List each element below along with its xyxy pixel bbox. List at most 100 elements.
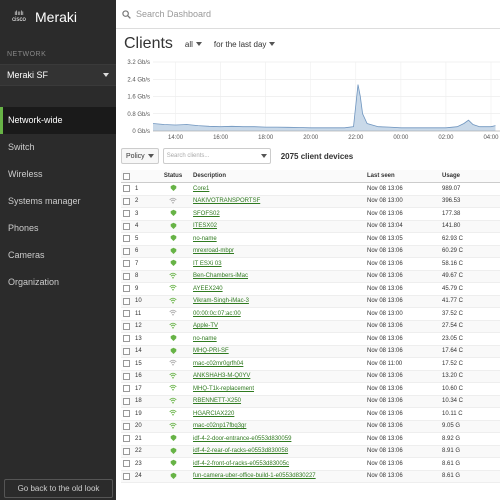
client-description-link[interactable]: idf-4-2-rear-of-racks-e0553d830058 (193, 448, 289, 455)
row-checkbox[interactable] (122, 235, 130, 243)
description-header[interactable]: Description (193, 173, 227, 179)
sidebar-item-organization[interactable]: Organization (8, 277, 60, 287)
client-description-link[interactable]: Core1 (193, 185, 210, 192)
table-row[interactable]: 20 mac-c02np17fbq3gr Nov 08 13:06 9.05 G (121, 420, 500, 433)
row-checkbox[interactable] (122, 197, 130, 205)
table-row[interactable]: 6 mrexroad-mbpr Nov 08 13:06 60.29 C (121, 245, 500, 258)
x-tick-label: 18:00 (258, 135, 274, 141)
row-checkbox[interactable] (122, 272, 130, 280)
table-row[interactable]: 4 ITESX02 Nov 08 13:04 141.80 (121, 220, 500, 233)
client-description-link[interactable]: Vikram-Singh-iMac-3 (193, 298, 249, 305)
client-description-link[interactable]: mac-c02mr0grfh04 (193, 360, 244, 367)
time-range-dropdown[interactable]: for the last day (214, 40, 276, 49)
dashboard-search-bar[interactable]: Search Dashboard (116, 0, 500, 29)
client-description-link[interactable]: HGARCIAX220 (193, 410, 235, 417)
table-row[interactable]: 24 fun-camera-uber-office-build-1-e0553d8… (121, 470, 500, 483)
client-description-link[interactable]: NAKIVOTRANSPORTSF (193, 198, 261, 205)
row-checkbox[interactable] (122, 185, 130, 193)
row-checkbox[interactable] (122, 310, 130, 318)
usage-value: 10.34 C (442, 398, 464, 405)
search-clients-placeholder: Search clients... (166, 153, 210, 159)
table-row[interactable]: 15 mac-c02mr0grfh04 Nov 08 11:00 17.52 C (121, 358, 500, 371)
client-description-link[interactable]: mrexroad-mbpr (193, 248, 235, 255)
brand-logo[interactable]: ılıılı cisco Meraki (0, 0, 116, 34)
status-header[interactable]: Status (163, 173, 183, 179)
row-checkbox[interactable] (122, 285, 130, 293)
client-description-link[interactable]: no-name (193, 335, 217, 342)
last-seen-header[interactable]: Last seen (367, 173, 395, 179)
table-row[interactable]: 10 Vikram-Singh-iMac-3 Nov 08 13:06 41.77 C (121, 295, 500, 308)
table-row[interactable]: 11 00:00:0c:07:ac:00 Nov 08 13:00 37.52 C (121, 308, 500, 321)
table-row[interactable]: 22 idf-4-2-rear-of-racks-e0553d830058 Nov … (121, 445, 500, 458)
table-row[interactable]: 1 Core1 Nov 08 13:06 989.07 (121, 183, 500, 196)
table-row[interactable]: 14 MHQ-PRI-SF Nov 08 13:06 17.64 C (121, 345, 500, 358)
client-description-link[interactable]: IT ESXi 03 (193, 260, 222, 267)
table-row[interactable]: 2 NAKIVOTRANSPORTSF Nov 08 13:00 396.53 (121, 195, 500, 208)
table-row[interactable]: 5 no-name Nov 08 13:05 62.93 C (121, 233, 500, 246)
client-description-link[interactable]: Apple-TV (193, 323, 219, 330)
table-row[interactable]: 8 Ben-Chambers-iMac Nov 08 13:06 49.67 C (121, 270, 500, 283)
last-seen-value: Nov 08 13:06 (367, 185, 403, 192)
search-input[interactable]: Search Dashboard (136, 9, 212, 19)
row-checkbox[interactable] (122, 222, 130, 230)
table-row[interactable]: 18 RBENNETT-X250 Nov 08 13:06 10.34 C (121, 395, 500, 408)
y-tick-label: 1.6 Gb/s (127, 95, 150, 101)
table-row[interactable]: 3 SFOFS02 Nov 08 13:06 177.38 (121, 208, 500, 221)
sidebar-item-systems-manager[interactable]: Systems manager (8, 196, 81, 206)
sidebar-item-cameras[interactable]: Cameras (8, 250, 45, 260)
row-checkbox[interactable] (122, 385, 130, 393)
table-row[interactable]: 9 AYEEX240 Nov 08 13:06 45.79 C (121, 283, 500, 296)
client-description-link[interactable]: fun-camera-uber-office-build-1-e0553d830… (193, 473, 316, 480)
row-checkbox[interactable] (122, 397, 130, 405)
row-checkbox[interactable] (122, 322, 130, 330)
select-all-checkbox[interactable] (122, 172, 130, 180)
table-row[interactable]: 16 ANKSHAH3-M-Q0YV Nov 08 13:06 13.20 C (121, 370, 500, 383)
sidebar-item-switch[interactable]: Switch (8, 142, 35, 152)
client-description-link[interactable]: RBENNETT-X250 (193, 398, 242, 405)
row-checkbox[interactable] (122, 335, 130, 343)
sidebar-item-phones[interactable]: Phones (8, 223, 39, 233)
client-description-link[interactable]: AYEEX240 (193, 285, 223, 292)
client-description-link[interactable]: SFOFS02 (193, 210, 220, 217)
row-checkbox[interactable] (122, 260, 130, 268)
client-description-link[interactable]: 00:00:0c:07:ac:00 (193, 310, 241, 317)
row-checkbox[interactable] (122, 435, 130, 443)
table-row[interactable]: 21 idf-4-2-door-entrance-e0553d830059 Nov … (121, 433, 500, 446)
table-row[interactable]: 23 idf-4-2-front-of-racks-e0553d83005c Nov… (121, 458, 500, 471)
client-description-link[interactable]: MHQ-PRI-SF (193, 348, 229, 355)
table-row[interactable]: 7 IT ESXi 03 Nov 08 13:06 58.16 C (121, 258, 500, 271)
row-checkbox[interactable] (122, 297, 130, 305)
row-checkbox[interactable] (122, 472, 130, 480)
client-description-link[interactable]: no-name (193, 235, 217, 242)
client-description-link[interactable]: mac-c02np17fbq3gr (193, 423, 247, 430)
row-checkbox[interactable] (122, 360, 130, 368)
row-checkbox[interactable] (122, 247, 130, 255)
client-description-link[interactable]: idf-4-2-door-entrance-e0553d830059 (193, 435, 292, 442)
client-description-link[interactable]: idf-4-2-front-of-racks-e0553d83005c (193, 460, 290, 467)
table-row[interactable]: 13 no-name Nov 08 13:06 23.05 C (121, 333, 500, 346)
row-checkbox[interactable] (122, 447, 130, 455)
usage-header[interactable]: Usage (442, 173, 461, 179)
table-row[interactable]: 12 Apple-TV Nov 08 13:06 27.54 C (121, 320, 500, 333)
table-row[interactable]: 19 HGARCIAX220 Nov 08 13:06 10.11 C (121, 408, 500, 421)
client-description-link[interactable]: Ben-Chambers-iMac (193, 273, 249, 280)
table-row[interactable]: 17 MHQ-T1k-replacement Nov 08 13:06 10.60 C (121, 383, 500, 396)
row-checkbox[interactable] (122, 372, 130, 380)
sidebar-item-network-wide[interactable]: Network-wide (0, 107, 116, 134)
row-checkbox[interactable] (122, 460, 130, 468)
row-checkbox[interactable] (122, 410, 130, 418)
usage-chart[interactable]: 3.2 Gb/s 2.4 Gb/s 1.6 Gb/s 0.8 Gb/s 0 Gb/s 14… (116, 54, 500, 144)
client-description-link[interactable]: ITESX02 (193, 223, 218, 230)
client-filter-dropdown[interactable]: all (185, 40, 202, 49)
network-selector[interactable]: Meraki SF (0, 64, 116, 86)
row-checkbox[interactable] (122, 422, 130, 430)
old-look-button[interactable]: Go back to the old look (4, 479, 113, 498)
policy-button[interactable]: Policy (121, 148, 159, 164)
wifi-icon (169, 397, 177, 406)
row-checkbox[interactable] (122, 210, 130, 218)
client-description-link[interactable]: ANKSHAH3-M-Q0YV (193, 373, 251, 380)
row-checkbox[interactable] (122, 347, 130, 355)
sidebar-item-wireless[interactable]: Wireless (8, 169, 43, 179)
client-description-link[interactable]: MHQ-T1k-replacement (193, 385, 255, 392)
search-clients-input[interactable]: Search clients... (162, 148, 271, 164)
